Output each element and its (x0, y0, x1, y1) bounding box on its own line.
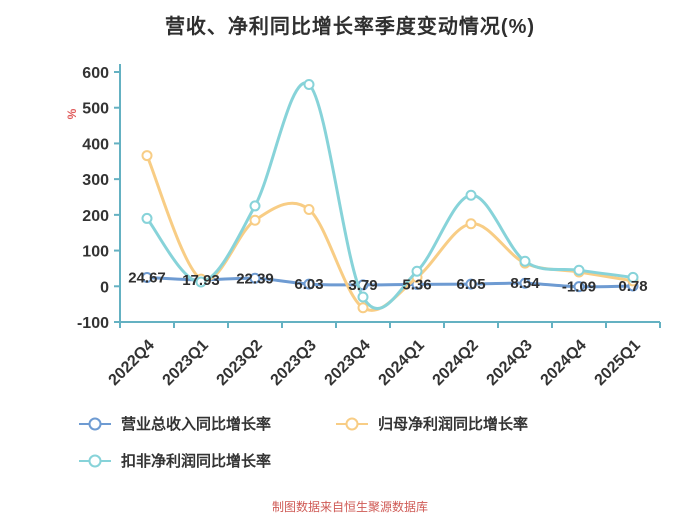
svg-text:5.36: 5.36 (402, 276, 431, 293)
svg-text:2024Q1: 2024Q1 (376, 337, 428, 389)
svg-text:2022Q4: 2022Q4 (106, 337, 158, 389)
svg-text:200: 200 (82, 208, 109, 225)
svg-text:0.78: 0.78 (618, 278, 647, 295)
chart-legend: 营业总收入同比增长率 归母净利润同比增长率 扣非净利润同比增长率 (78, 413, 528, 471)
svg-text:6.05: 6.05 (456, 276, 485, 293)
svg-text:22.39: 22.39 (236, 270, 274, 287)
legend-label: 归母净利润同比增长率 (378, 416, 529, 433)
svg-text:3.79: 3.79 (348, 277, 377, 294)
svg-text:2024Q2: 2024Q2 (430, 337, 482, 389)
data-source-note: 制图数据来自恒生聚源数据库 (271, 500, 428, 514)
svg-text:2023Q1: 2023Q1 (160, 337, 212, 389)
svg-text:100: 100 (82, 244, 109, 261)
svg-text:24.67: 24.67 (128, 269, 166, 286)
legend-item-net-profit-growth[interactable]: 归母净利润同比增长率 (335, 413, 528, 434)
svg-text:-100: -100 (77, 315, 109, 332)
svg-text:6.03: 6.03 (294, 276, 323, 293)
svg-text:2023Q4: 2023Q4 (322, 337, 374, 389)
legend-label: 营业总收入同比增长率 (121, 416, 272, 433)
chart-title: 营收、净利同比增长率季度变动情况(%) (164, 16, 536, 38)
legend-row-2: 扣非净利润同比增长率 (78, 450, 528, 471)
svg-text:17.93: 17.93 (182, 272, 220, 289)
svg-text:500: 500 (82, 101, 109, 118)
svg-text:2025Q1: 2025Q1 (592, 337, 644, 389)
legend-item-total-revenue-growth[interactable]: 营业总收入同比增长率 (78, 413, 271, 434)
svg-text:2024Q4: 2024Q4 (538, 337, 590, 389)
svg-text:2024Q3: 2024Q3 (484, 337, 536, 389)
line-circle-marker-icon (336, 417, 369, 430)
svg-text:2023Q3: 2023Q3 (268, 337, 320, 389)
line-circle-marker-icon (79, 454, 111, 467)
svg-text:8.54: 8.54 (510, 275, 540, 292)
svg-text:600: 600 (82, 65, 109, 82)
svg-text:-1.09: -1.09 (562, 279, 596, 296)
svg-text:%: % (65, 108, 79, 119)
line-circle-marker-icon (79, 417, 111, 430)
svg-text:2023Q2: 2023Q2 (214, 337, 266, 389)
legend-row-1: 营业总收入同比增长率 归母净利润同比增长率 (78, 413, 528, 434)
svg-text:0: 0 (100, 279, 109, 296)
svg-text:300: 300 (82, 172, 109, 189)
svg-text:400: 400 (82, 136, 109, 153)
legend-item-non-gaap-profit-growth[interactable]: 扣非净利润同比增长率 (78, 450, 271, 471)
legend-label: 扣非净利润同比增长率 (121, 453, 272, 470)
